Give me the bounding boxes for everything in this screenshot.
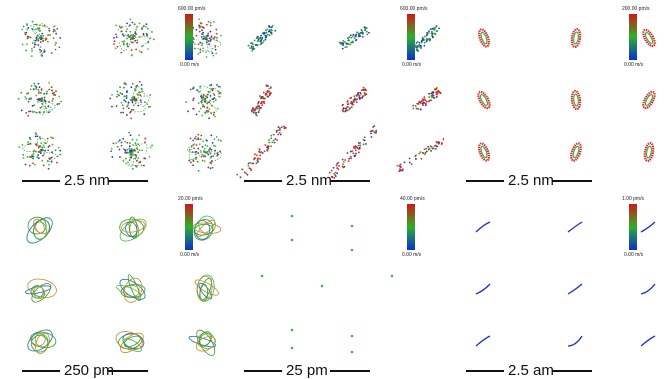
colorbar-min-label: 0.00 m/s bbox=[180, 252, 200, 258]
trajectory-glyph bbox=[116, 274, 146, 303]
trajectory-glyph bbox=[186, 18, 222, 58]
trajectory-glyph bbox=[570, 27, 582, 49]
scale-label: 2.5 nm bbox=[64, 172, 110, 189]
trajectory-glyph bbox=[260, 214, 394, 354]
colorbar-max-label: 40.00 pm/s bbox=[400, 196, 425, 202]
trajectory-canvas bbox=[22, 204, 222, 372]
trajectory-glyph bbox=[25, 278, 57, 303]
trajectory-glyph bbox=[27, 329, 57, 354]
panel-p6: 1.00 pm/s 0.00 m/s 2.5 am bbox=[444, 190, 666, 379]
panel-p3: 200.00 pm/s 0.00 m/s 2.5 nm bbox=[444, 0, 666, 189]
panel-p1: 600.00 pm/s 0.00 m/s 2.5 nm bbox=[0, 0, 222, 189]
trajectory-glyph bbox=[21, 20, 62, 57]
trajectory-glyph bbox=[640, 221, 656, 233]
trajectory-glyph bbox=[475, 221, 491, 233]
trajectory-glyph bbox=[115, 331, 145, 353]
colorbar bbox=[185, 14, 193, 60]
trajectory-glyph bbox=[412, 86, 442, 111]
panel-p2: 600.00 pm/s 0.00 m/s 2.5 nm bbox=[222, 0, 444, 189]
trajectory-glyph bbox=[567, 335, 583, 347]
trajectory-glyph bbox=[642, 90, 656, 110]
scale-label: 25 pm bbox=[286, 362, 328, 379]
panel-p4: 20.00 pm/s 0.00 m/s 250 pm bbox=[0, 190, 222, 379]
trajectory-glyph bbox=[478, 28, 490, 48]
scale-label: 2.5 nm bbox=[286, 172, 332, 189]
colorbar-max-label: 600.00 pm/s bbox=[400, 6, 428, 12]
trajectory-glyph bbox=[26, 216, 53, 244]
colorbar-max-label: 1.00 pm/s bbox=[622, 196, 644, 202]
trajectory-glyph bbox=[194, 274, 219, 302]
colorbar-max-label: 20.00 pm/s bbox=[178, 196, 203, 202]
trajectory-canvas bbox=[236, 14, 444, 182]
trajectory-glyph bbox=[475, 335, 491, 347]
trajectory-glyph bbox=[247, 24, 277, 52]
trajectory-glyph bbox=[236, 125, 287, 179]
colorbar-min-label: 0.00 m/s bbox=[624, 62, 644, 68]
trajectory-canvas bbox=[466, 14, 656, 182]
scale-label: 250 pm bbox=[64, 362, 115, 379]
trajectory-glyph bbox=[328, 125, 378, 179]
trajectory-glyph bbox=[109, 80, 152, 120]
trajectory-glyph bbox=[110, 131, 153, 170]
trajectory-canvas bbox=[244, 204, 415, 372]
colorbar bbox=[185, 204, 193, 250]
colorbar bbox=[407, 204, 415, 250]
trajectory-glyph bbox=[570, 142, 582, 162]
trajectory-glyph bbox=[643, 142, 655, 162]
trajectory-glyph bbox=[185, 84, 222, 120]
colorbar bbox=[629, 204, 637, 250]
colorbar-max-label: 200.00 pm/s bbox=[622, 6, 650, 12]
trajectory-glyph bbox=[567, 221, 583, 233]
trajectory-glyph bbox=[192, 215, 222, 241]
trajectory-glyph bbox=[477, 142, 491, 162]
trajectory-glyph bbox=[341, 86, 368, 113]
trajectory-glyph bbox=[640, 335, 656, 347]
colorbar-min-label: 0.00 m/s bbox=[624, 252, 644, 258]
trajectory-glyph bbox=[187, 133, 222, 172]
trajectory-glyph bbox=[570, 89, 582, 111]
trajectory-glyph bbox=[17, 81, 62, 117]
trajectory-glyph bbox=[475, 283, 491, 295]
panel-p5: 40.00 pm/s 0.00 m/s 25 pm bbox=[222, 190, 444, 379]
colorbar-min-label: 0.00 m/s bbox=[402, 252, 422, 258]
trajectory-canvas bbox=[466, 204, 656, 372]
trajectory-glyph bbox=[119, 216, 147, 242]
trajectory-glyph bbox=[112, 18, 155, 57]
trajectory-glyph bbox=[640, 283, 656, 295]
colorbar-max-label: 600.00 pm/s bbox=[178, 6, 206, 12]
trajectory-glyph bbox=[396, 137, 444, 173]
trajectory-canvas bbox=[17, 14, 222, 182]
trajectory-glyph bbox=[338, 26, 370, 50]
trajectory-glyph bbox=[412, 25, 440, 52]
colorbar-min-label: 0.00 m/s bbox=[180, 62, 200, 68]
scale-label: 2.5 am bbox=[508, 362, 554, 379]
trajectory-glyph bbox=[642, 28, 656, 48]
scale-label: 2.5 nm bbox=[508, 172, 554, 189]
colorbar-min-label: 0.00 m/s bbox=[402, 62, 422, 68]
colorbar bbox=[629, 14, 637, 60]
trajectory-glyph bbox=[188, 329, 217, 356]
trajectory-glyph bbox=[250, 84, 272, 117]
colorbar bbox=[407, 14, 415, 60]
trajectory-glyph bbox=[567, 283, 583, 295]
trajectory-glyph bbox=[18, 132, 62, 170]
trajectory-glyph bbox=[477, 90, 491, 110]
